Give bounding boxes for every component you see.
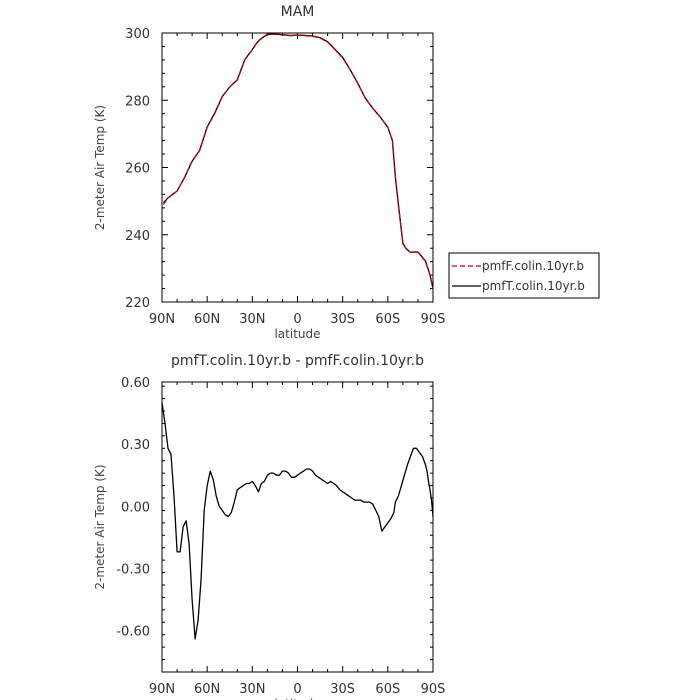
bottom-x-axis-label: latitude xyxy=(274,697,320,700)
bottom-y-tick-label: 0.60 xyxy=(121,376,150,391)
bottom-x-tick-label: 90S xyxy=(421,682,446,697)
legend: pmfF.colin.10yr.b pmfT.colin.10yr.b xyxy=(448,252,600,299)
bottom-chart-title: pmfT.colin.10yr.b - pmfF.colin.10yr.b xyxy=(171,353,424,369)
top-series-line-pmfF-colin-10yr-b xyxy=(162,33,434,289)
top-panel: MAM 90N 60N 30N 0 30S 60S 90S 220 240 260 280 300 lat… xyxy=(93,4,600,341)
top-x-tick-label: 30N xyxy=(239,312,265,327)
bottom-y-tick-label: 0.30 xyxy=(121,438,150,453)
bottom-x-tick-label: 30N xyxy=(239,682,265,697)
top-y-tick-label: 220 xyxy=(125,296,150,311)
top-x-axis-label: latitude xyxy=(274,327,320,341)
top-plot-frame xyxy=(161,32,434,303)
legend-box xyxy=(448,252,600,299)
legend-label: pmfT.colin.10yr.b xyxy=(482,279,585,293)
top-y-tick-label: 240 xyxy=(125,229,150,244)
top-x-tick-label: 0 xyxy=(293,312,301,327)
top-chart-title: MAM xyxy=(281,4,315,20)
top-y-tick-label: 260 xyxy=(125,162,150,177)
top-x-tick-label: 60N xyxy=(194,312,220,327)
bottom-x-tick-label: 60S xyxy=(375,682,400,697)
bottom-y-tick-label: -0.60 xyxy=(116,625,150,640)
bottom-series-line-difference xyxy=(161,402,434,640)
bottom-x-tick-label: 0 xyxy=(293,682,301,697)
bottom-y-tick-label: -0.30 xyxy=(116,562,150,577)
top-y-tick-label: 280 xyxy=(125,94,150,109)
top-y-tick-label: 300 xyxy=(125,27,150,42)
bottom-panel: pmfT.colin.10yr.b - pmfF.colin.10yr.b 90N… xyxy=(93,353,445,700)
top-series-line-pmfT-colin-10yr-b xyxy=(163,33,434,289)
top-x-tick-label: 90N xyxy=(149,312,175,327)
top-y-axis-label: 2-meter Air Temp (K) xyxy=(93,105,107,230)
bottom-y-tick-label: 0.00 xyxy=(121,500,150,515)
bottom-x-tick-label: 30S xyxy=(330,682,355,697)
bottom-y-axis-label: 2-meter Air Temp (K) xyxy=(93,464,107,589)
top-x-tick-label: 90S xyxy=(421,312,446,327)
legend-label: pmfF.colin.10yr.b xyxy=(482,259,584,273)
bottom-plot-frame xyxy=(161,381,434,673)
top-x-tick-label: 60S xyxy=(375,312,400,327)
bottom-x-tick-label: 90N xyxy=(149,682,175,697)
bottom-x-tick-label: 60N xyxy=(194,682,220,697)
top-x-tick-label: 30S xyxy=(330,312,355,327)
